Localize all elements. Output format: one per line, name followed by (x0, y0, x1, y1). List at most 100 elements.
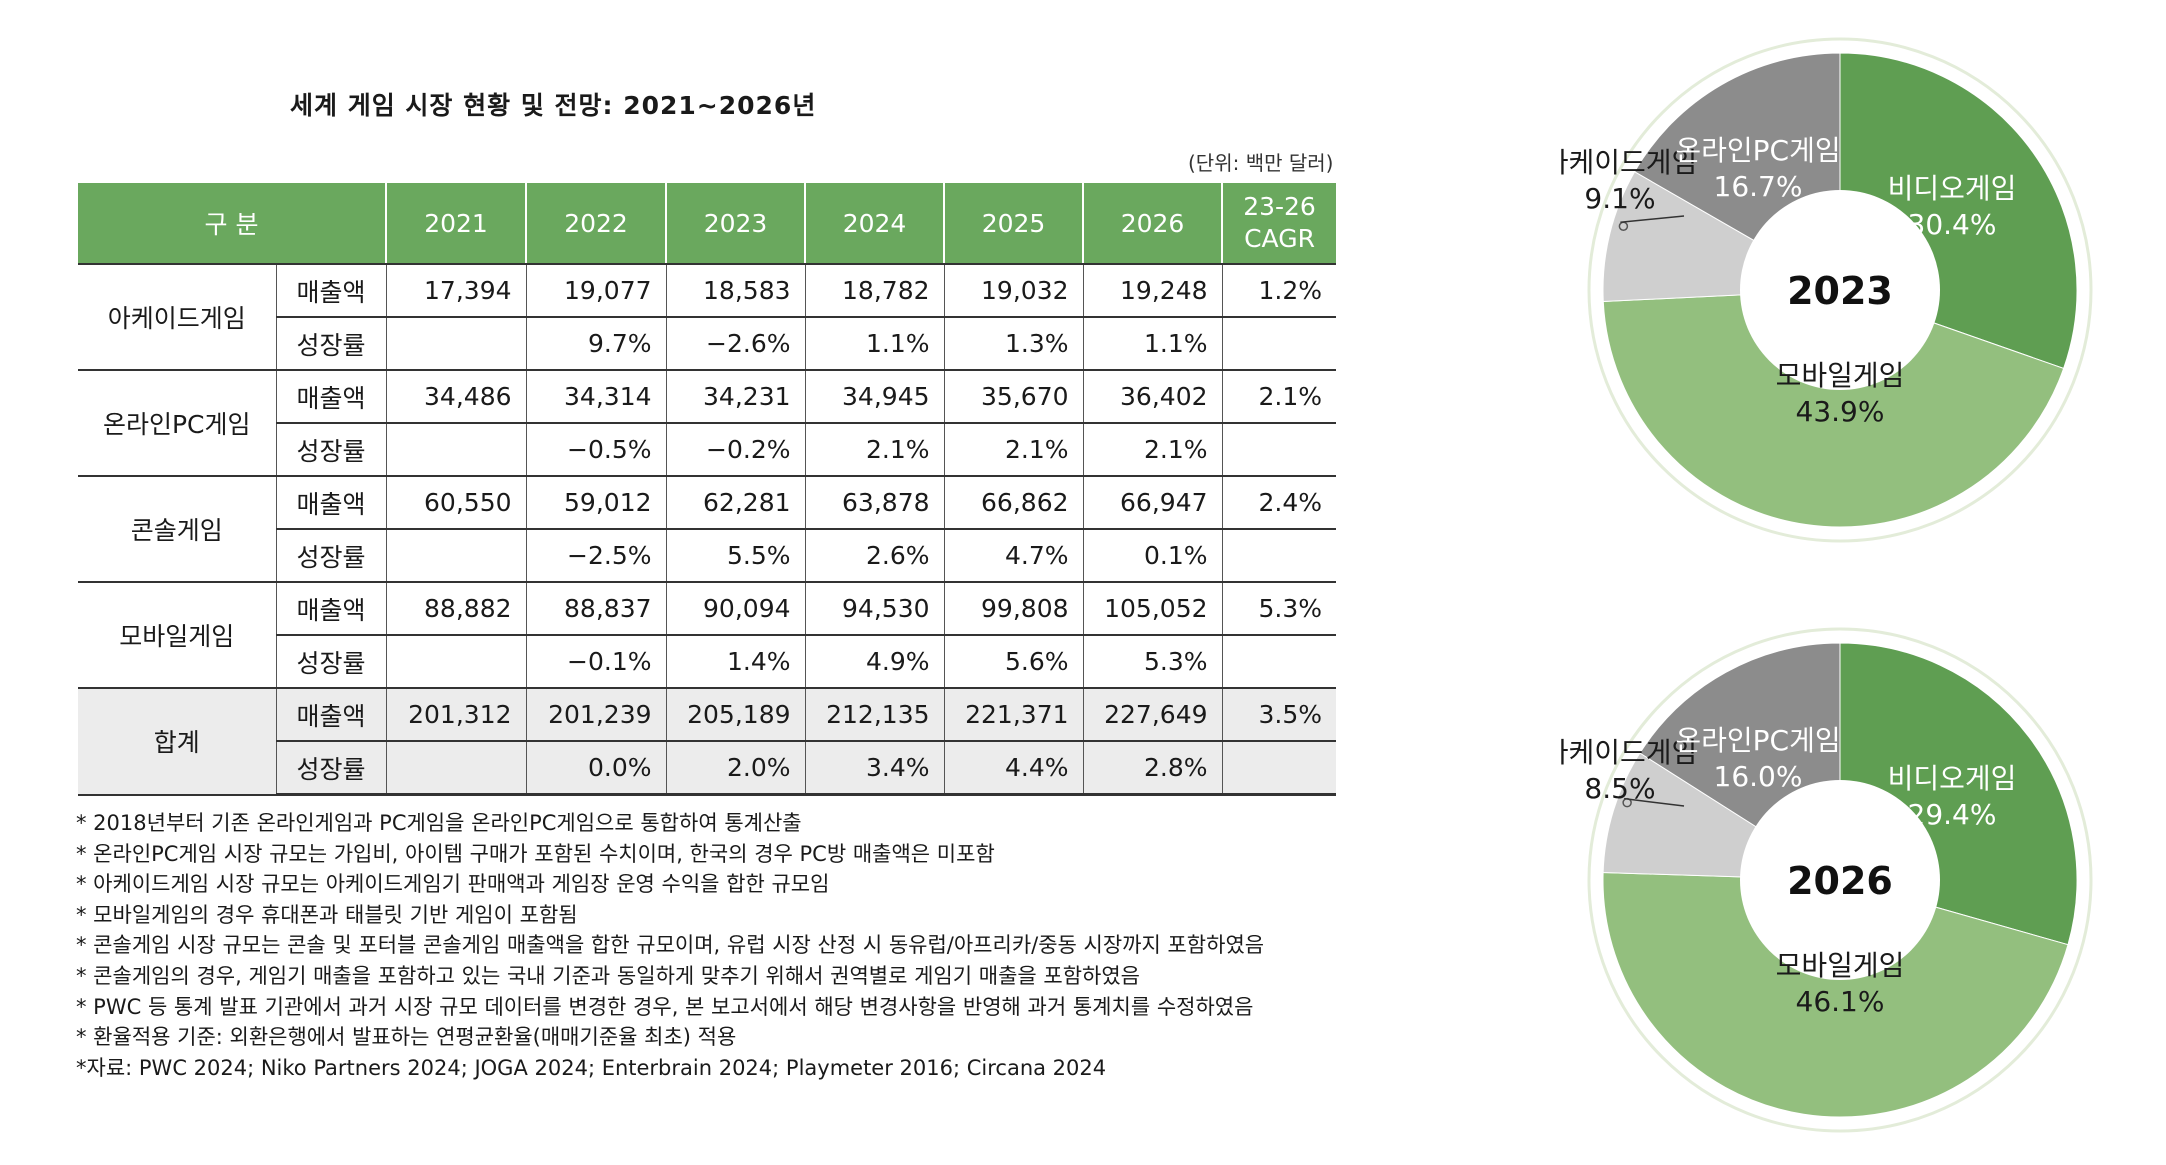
table-cell: 88,882 (385, 582, 527, 636)
table-cell: −2.6% (665, 317, 806, 371)
table-cell: 201,312 (385, 688, 527, 742)
slice-value: 9.1% (1584, 182, 1655, 215)
table-cell (1221, 635, 1337, 689)
header-cagr: 23-26 CAGR (1222, 183, 1337, 265)
header-year: 2021 (386, 183, 528, 265)
header-year: 2024 (805, 183, 946, 265)
table-cell: 5.5% (665, 529, 806, 583)
table-cell: 60,550 (385, 476, 527, 530)
table-cell: 5.6% (943, 635, 1084, 689)
table-header-row: 구 분 2021 2022 2023 2024 2025 2026 23-26 C… (78, 183, 1337, 265)
footnote-line: * 온라인PC게임 시장 규모는 가입비, 아이템 구매가 포함된 수치이며, … (76, 841, 995, 866)
table-cell: 0.1% (1082, 529, 1223, 583)
table-cell: 3.4% (804, 741, 945, 796)
table-cell (1221, 741, 1337, 796)
table-cell: 5.3% (1082, 635, 1223, 689)
donut-hole (1740, 780, 1940, 980)
table-cell: 2.1% (1082, 423, 1223, 477)
table-cell: 4.4% (943, 741, 1084, 796)
table-cell: 19,248 (1082, 264, 1223, 318)
footnote-line: * 아케이드게임 시장 규모는 아케이드게임기 판매액과 게임장 운영 수익을 … (76, 872, 830, 897)
table-cell: 2.4% (1221, 476, 1337, 530)
table-cell: 36,402 (1082, 370, 1223, 424)
slice-value: 8.5% (1584, 772, 1655, 805)
table-cell: 34,231 (665, 370, 806, 424)
footnote-line: *자료: PWC 2024; Niko Partners 2024; JOGA … (76, 1055, 1107, 1080)
slice-label: 비디오게임 (1888, 172, 2017, 205)
row-metric: 성장률 (275, 635, 387, 689)
unit-label: (단위: 백만 달러) (1188, 151, 1334, 175)
table-cell: 201,239 (525, 688, 667, 742)
footnote-line: * 모바일게임의 경우 휴대폰과 태블릿 기반 게임이 포함됨 (76, 902, 578, 927)
table-cell: 94,530 (804, 582, 945, 636)
table-cell: 5.3% (1221, 582, 1337, 636)
slice-value: 16.7% (1714, 170, 1803, 203)
table-row: 성장률 9.7% −2.6% 1.1% 1.3% 1.1% (78, 317, 1337, 371)
slice-mobile (1602, 872, 2069, 1118)
row-metric: 매출액 (275, 370, 387, 424)
footnote-line: * 콘솔게임 시장 규모는 콘솔 및 포터블 콘솔게임 매출액을 합한 규모이며… (76, 933, 1265, 958)
table-cell: −0.2% (665, 423, 806, 477)
table-cell: 18,583 (665, 264, 806, 318)
leader-line (1620, 215, 1685, 223)
header-year: 2023 (666, 183, 807, 265)
row-category: 콘솔게임 (78, 476, 276, 583)
header-cagr-label: CAGR (1244, 224, 1315, 253)
table-row: 온라인PC게임 매출액 34,486 34,314 34,231 34,945 35,670… (78, 370, 1337, 477)
slice-value: 16.0% (1714, 760, 1803, 793)
market-table: 구 분 2021 2022 2023 2024 2025 2026 23-26 C… (78, 183, 1337, 796)
table-cell: 34,314 (525, 370, 667, 424)
row-category: 온라인PC게임 (78, 370, 276, 477)
table-cell: −0.5% (525, 423, 667, 477)
slice-label: 아케이드게임 (1560, 146, 1697, 179)
table-row: 성장률 −0.5% −0.2% 2.1% 2.1% 2.1% (78, 423, 1337, 477)
table-cell: 1.2% (1221, 264, 1337, 318)
donut-hole (1740, 190, 1940, 390)
table-cell: 2.8% (1082, 741, 1223, 796)
table-cell: 1.3% (943, 317, 1084, 371)
slice-label: 모바일게임 (1776, 359, 1905, 392)
row-metric: 매출액 (275, 688, 387, 742)
table-cell: 1.1% (1082, 317, 1223, 371)
table-cell: 2.1% (943, 423, 1084, 477)
table-cell: 1.4% (665, 635, 806, 689)
donut-center-year: 2026 (1787, 859, 1893, 903)
table-cell (385, 741, 527, 796)
table-cell: 227,649 (1082, 688, 1223, 742)
slice-label: 아케이드게임 (1560, 736, 1697, 769)
table-cell: 105,052 (1082, 582, 1223, 636)
table-cell: 17,394 (385, 264, 527, 318)
table-cell: 9.7% (525, 317, 667, 371)
footnotes: * 2018년부터 기존 온라인게임과 PC게임을 온라인PC게임으로 통합하여… (76, 808, 1264, 1083)
table-row: 성장률 −2.5% 5.5% 2.6% 4.7% 0.1% (78, 529, 1337, 583)
table-cell: 2.1% (804, 423, 945, 477)
table-cell: 2.1% (1221, 370, 1337, 424)
table-cell (385, 317, 527, 371)
header-year: 2022 (526, 183, 668, 265)
slice-value: 43.9% (1796, 395, 1885, 428)
row-metric: 성장률 (275, 423, 387, 477)
footnote-line: * 콘솔게임의 경우, 게임기 매출을 포함하고 있는 국내 기준과 동일하게 … (76, 963, 1140, 988)
table-cell: 18,782 (804, 264, 945, 318)
row-metric: 매출액 (275, 264, 387, 318)
table-cell: 2.0% (665, 741, 806, 796)
outer-ring (1587, 627, 2093, 1133)
table-cell: 205,189 (665, 688, 806, 742)
row-metric: 매출액 (275, 476, 387, 530)
table-cell: 59,012 (525, 476, 667, 530)
table-cell: 99,808 (943, 582, 1084, 636)
table-cell: 66,862 (943, 476, 1084, 530)
table-cell: −0.1% (525, 635, 667, 689)
table-cell: 34,486 (385, 370, 527, 424)
header-year: 2025 (944, 183, 1085, 265)
table-cell: 34,945 (804, 370, 945, 424)
table-row: 모바일게임 매출액 88,882 88,837 90,094 94,530 99,808 10… (78, 582, 1337, 689)
slice-label: 온라인PC게임 (1675, 134, 1840, 167)
table-cell: 1.1% (804, 317, 945, 371)
row-metric: 성장률 (275, 317, 387, 371)
footnote-line: * 2018년부터 기존 온라인게임과 PC게임을 온라인PC게임으로 통합하여… (76, 811, 802, 835)
footnote-line: * 환율적용 기준: 외환은행에서 발표하는 연평균환율(매매기준율 최초) 적… (76, 1025, 737, 1050)
footnote-line: * PWC 등 통계 발표 기관에서 과거 시장 규모 데이터를 변경한 경우,… (76, 994, 1254, 1019)
